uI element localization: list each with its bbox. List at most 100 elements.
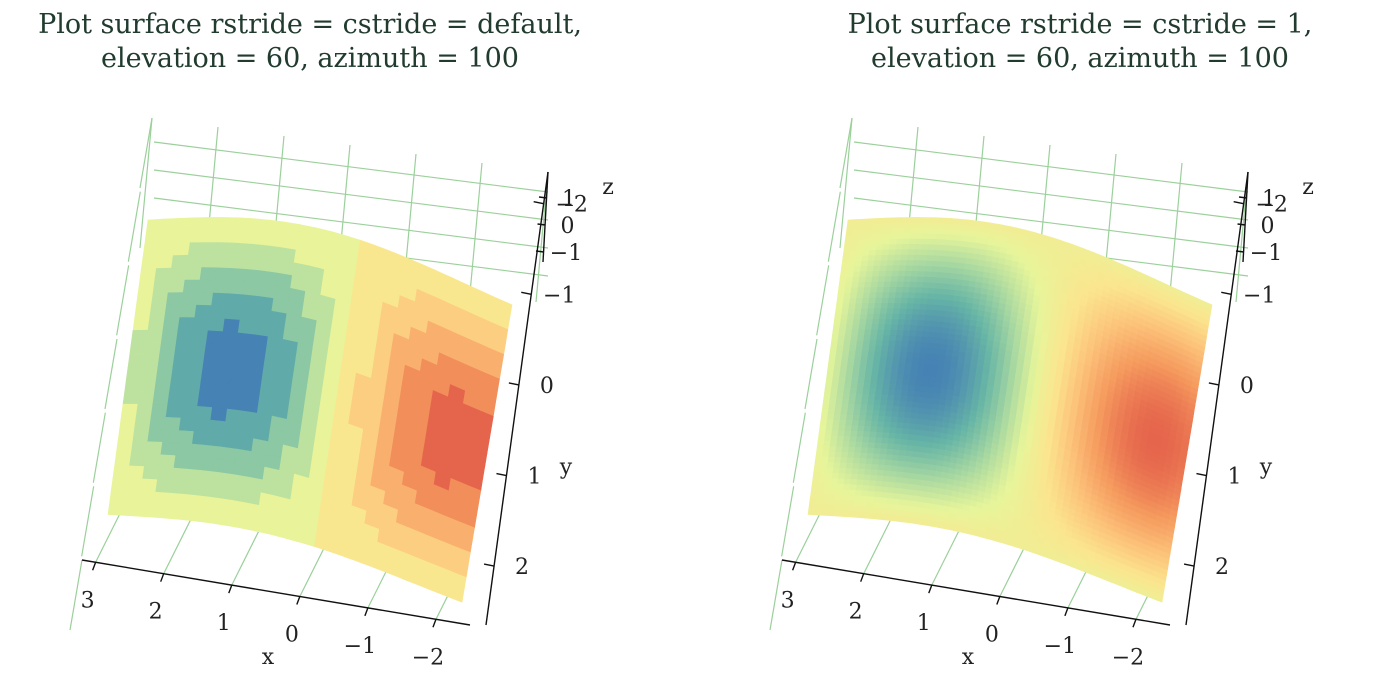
surface-cell — [894, 340, 903, 348]
surface-cell — [134, 305, 152, 319]
surface-cell — [847, 495, 856, 502]
surface-cell — [886, 308, 895, 315]
surface-cell — [858, 463, 867, 470]
surface-cell — [139, 379, 157, 393]
surface-cell — [138, 490, 157, 506]
surface-cell — [147, 428, 165, 443]
surface-cell — [944, 217, 953, 225]
surface-cell — [842, 345, 851, 352]
surface-cell — [865, 458, 874, 465]
surface-cell — [900, 249, 909, 256]
surface-cell — [911, 314, 920, 321]
x-tick-label: −1 — [1044, 634, 1076, 659]
surface-cell — [859, 457, 868, 465]
surface-cell — [859, 218, 868, 225]
surface-cell — [946, 250, 955, 258]
surface-cell — [918, 260, 927, 267]
y-tick-label: 0 — [1240, 374, 1254, 399]
surface-cell — [876, 475, 884, 482]
surface-cell — [900, 439, 909, 446]
surface-cell — [897, 460, 906, 468]
surface-cell — [888, 389, 896, 396]
surface-cell — [859, 223, 868, 231]
x-axis-label: x — [262, 645, 275, 670]
surface-cell — [870, 239, 878, 246]
surface-cell — [878, 361, 887, 369]
surface-cell — [813, 509, 822, 516]
surface-cell — [864, 276, 873, 283]
surface-cell — [870, 512, 879, 520]
surface-cell — [876, 329, 885, 336]
surface-cell — [867, 442, 876, 449]
surface-cell — [907, 390, 916, 397]
surface-cell — [917, 407, 926, 415]
surface-cell — [873, 491, 882, 498]
surface-cell — [906, 352, 914, 359]
surface-cell — [911, 217, 920, 224]
surface-cell — [929, 370, 938, 378]
surface-cell — [826, 467, 834, 474]
surface-cell — [890, 465, 899, 473]
surface-cell — [905, 401, 914, 408]
surface-cell — [903, 233, 912, 240]
surface-cell — [248, 243, 267, 259]
z-tick-mark — [538, 196, 548, 199]
surface-cell — [858, 276, 867, 283]
surface-cell — [915, 287, 924, 294]
surface-cell — [845, 277, 854, 284]
surface-cell — [934, 244, 943, 252]
surface-cell — [887, 254, 896, 261]
surface-cell — [154, 379, 172, 393]
surface-cell — [899, 308, 908, 315]
surface-cell — [892, 498, 900, 506]
surface-cell — [931, 354, 940, 361]
surface-cell — [174, 342, 192, 356]
surface-cell — [862, 297, 870, 304]
surface-cell — [236, 217, 255, 232]
surface-cell — [894, 389, 903, 396]
surface-cell — [244, 269, 263, 285]
surface-cell — [834, 314, 842, 321]
x-tick-label: −1 — [344, 634, 376, 659]
surface-cell — [896, 330, 905, 337]
surface-cell — [185, 367, 204, 382]
surface-cell — [897, 270, 906, 277]
surface-cell — [850, 430, 859, 438]
surface-cell — [153, 491, 171, 507]
surface-cell — [937, 266, 946, 274]
surface-cell — [824, 430, 833, 437]
surface-cell — [893, 394, 902, 402]
x-tick-mark — [1132, 619, 1137, 628]
surface-cell — [832, 372, 841, 379]
surface-cell — [886, 448, 894, 456]
surface-cell — [821, 451, 830, 458]
surface-cell — [145, 329, 164, 343]
y-tick-mark — [1196, 472, 1207, 477]
surface-cell — [884, 367, 893, 374]
surface-cell — [876, 426, 885, 433]
surface-cell — [879, 265, 888, 272]
surface-cell — [854, 495, 862, 502]
surface-cell — [240, 514, 258, 532]
surface-cell — [871, 367, 880, 374]
surface-cell — [945, 305, 954, 313]
surface-cell — [836, 441, 844, 448]
surface-cell — [175, 329, 194, 344]
surface-cell — [140, 478, 158, 493]
surface-cell — [903, 368, 912, 375]
surface-cell — [1155, 593, 1164, 603]
surface-cell — [882, 286, 891, 293]
y-tick-label: 1 — [1227, 465, 1241, 490]
surface-cell — [928, 375, 937, 383]
surface-cell — [851, 329, 860, 336]
surface-cell — [874, 442, 883, 450]
surface-cell — [942, 327, 950, 335]
surface-cell — [918, 309, 927, 316]
surface-cell — [235, 230, 253, 245]
surface-cell — [849, 345, 857, 352]
surface-cell — [950, 223, 959, 231]
surface-cell — [814, 456, 823, 463]
surface-cell — [864, 324, 873, 331]
surface-cell — [839, 505, 848, 512]
surface-cell — [837, 478, 846, 485]
